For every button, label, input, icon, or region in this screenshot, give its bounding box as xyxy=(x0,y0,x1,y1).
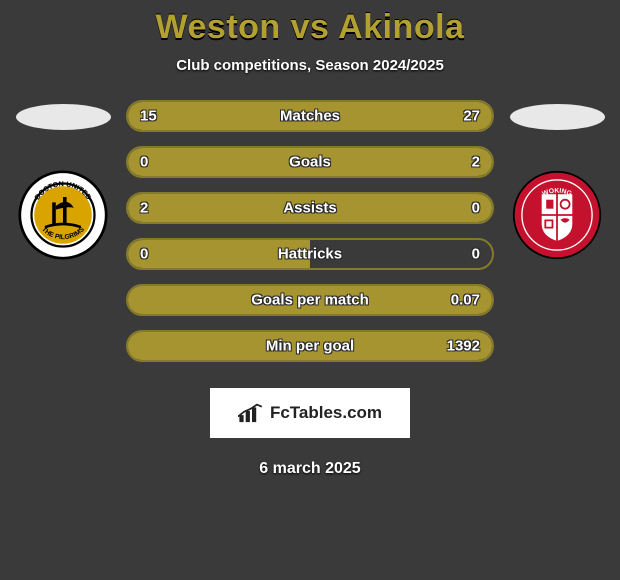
stat-left-value: 0 xyxy=(140,154,148,171)
stat-row: Goals per match 0.07 xyxy=(126,284,494,316)
stat-right-value: 2 xyxy=(472,154,480,171)
chart-icon xyxy=(238,402,266,424)
date-label: 6 march 2025 xyxy=(0,460,620,478)
fctables-logo-text: FcTables.com xyxy=(270,403,382,423)
left-club-crest: BOSTON UNITED THE PILGRIMS xyxy=(18,170,108,260)
stat-row: Min per goal 1392 xyxy=(126,330,494,362)
right-player-avatar xyxy=(510,104,605,130)
stat-row: 15 Matches 27 xyxy=(126,100,494,132)
stat-label: Goals per match xyxy=(251,292,369,309)
stat-right-value: 0 xyxy=(472,246,480,263)
stat-label: Matches xyxy=(280,108,340,125)
stat-right-value: 27 xyxy=(463,108,480,125)
stat-left-value: 0 xyxy=(140,246,148,263)
right-club-crest: WOKING xyxy=(512,170,602,260)
stat-label: Goals xyxy=(289,154,331,171)
stat-row: 0 Goals 2 xyxy=(126,146,494,178)
stat-right-value: 0 xyxy=(472,200,480,217)
stat-label: Assists xyxy=(283,200,336,217)
fctables-logo[interactable]: FcTables.com xyxy=(210,388,410,438)
stat-row: 0 Hattricks 0 xyxy=(126,238,494,270)
right-club-column: WOKING xyxy=(502,100,612,376)
stat-right-value: 0.07 xyxy=(451,292,480,309)
left-player-avatar xyxy=(16,104,111,130)
stat-left-value: 2 xyxy=(140,200,148,217)
comparison-card: Weston vs Akinola Club competitions, Sea… xyxy=(0,0,620,478)
left-club-column: BOSTON UNITED THE PILGRIMS xyxy=(8,100,118,376)
stat-left-value: 15 xyxy=(140,108,157,125)
subtitle: Club competitions, Season 2024/2025 xyxy=(0,57,620,74)
page-title: Weston vs Akinola xyxy=(0,8,620,47)
stats-bars: 15 Matches 27 0 Goals 2 2 Assists 0 0 Hattricks 0 Go… xyxy=(118,100,502,376)
stat-label: Hattricks xyxy=(278,246,342,263)
stat-row: 2 Assists 0 xyxy=(126,192,494,224)
stat-label: Min per goal xyxy=(266,338,354,355)
main-row: BOSTON UNITED THE PILGRIMS 15 Matches 27 0 G… xyxy=(0,100,620,376)
stat-right-value: 1392 xyxy=(447,338,480,355)
